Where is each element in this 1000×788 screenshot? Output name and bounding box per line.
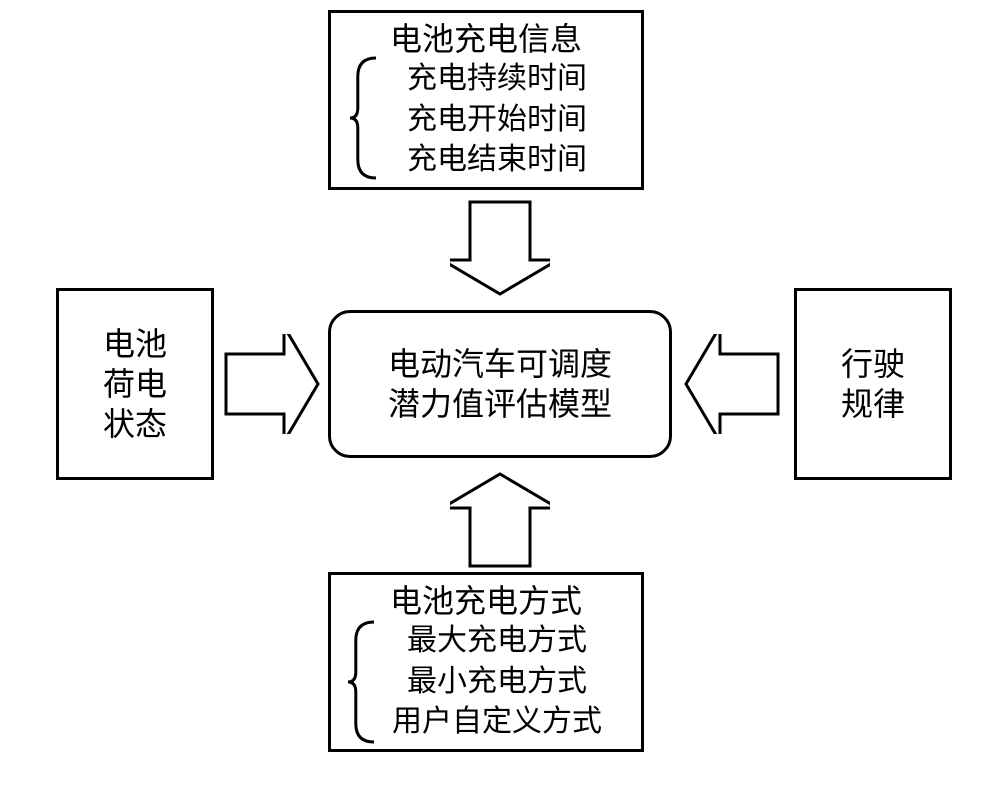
bottom-input-box: 电池充电方式 最大充电方式 最小充电方式 用户自定义方式 [328,572,644,752]
arrow-left-icon [682,334,782,434]
curly-bracket-icon [348,54,376,187]
top-box-item: 充电开始时间 [407,100,587,141]
center-model-box: 电动汽车可调度 潜力值评估模型 [328,310,672,458]
curly-bracket-icon [346,618,374,751]
left-box-line: 状态 [103,404,167,444]
left-box-line: 电池 [103,324,167,364]
center-line: 潜力值评估模型 [388,384,612,424]
arrow-right-icon [222,334,322,434]
bottom-box-item: 用户自定义方式 [392,702,602,743]
right-box-line: 行驶 [841,344,905,384]
arrow-down-icon [450,198,550,298]
right-input-box: 行驶 规律 [794,288,952,480]
arrow-up-icon [450,470,550,570]
diagram-canvas: 电池充电信息 充电持续时间 充电开始时间 充电结束时间 电池 荷电 状态 电动汽… [0,0,1000,788]
bottom-box-item: 最大充电方式 [407,621,587,662]
left-box-line: 荷电 [103,364,167,404]
bottom-box-item: 最小充电方式 [407,662,587,703]
top-box-item: 充电持续时间 [407,59,587,100]
center-line: 电动汽车可调度 [388,344,612,384]
bottom-box-title: 电池充电方式 [390,581,582,621]
top-box-title: 电池充电信息 [390,19,582,59]
top-box-item: 充电结束时间 [407,140,587,181]
right-box-line: 规律 [841,384,905,424]
left-input-box: 电池 荷电 状态 [56,288,214,480]
